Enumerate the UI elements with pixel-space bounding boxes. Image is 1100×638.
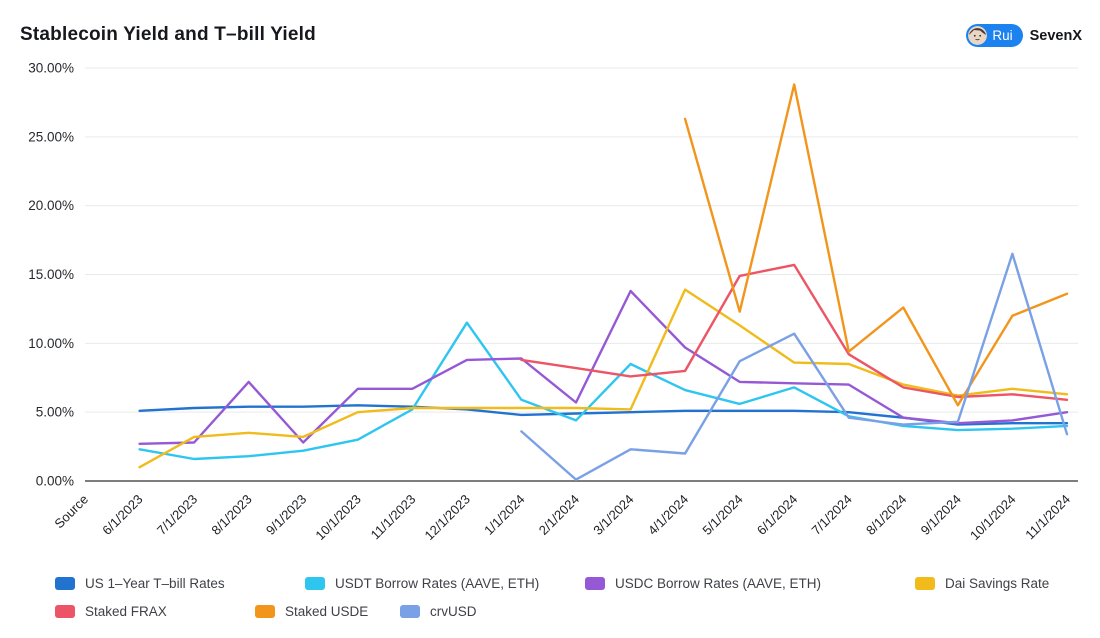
- legend-label-6: crvUSD: [430, 603, 477, 619]
- x-axis-label: 8/1/2023: [208, 492, 254, 538]
- x-axis-label: 9/1/2023: [263, 492, 309, 538]
- line-chart: 30.00% 25.00% 20.00% 15.00% 10.00% 5.00% 0.00%…: [28, 61, 1078, 544]
- x-axis-label: 11/1/2024: [1022, 492, 1073, 543]
- chart-header: Stablecoin Yield and T–bill Yield Rui Se…: [0, 0, 1100, 55]
- legend-swatch-1: [305, 576, 325, 590]
- org-name: SevenX: [1029, 27, 1082, 44]
- x-axis-label: 7/1/2023: [154, 492, 200, 538]
- series-line-5: [683, 83, 1069, 407]
- legend-label-1: USDT Borrow Rates (AAVE, ETH): [335, 575, 540, 591]
- y-axis-label: 10.00%: [28, 336, 74, 351]
- chart-legend: US 1–Year T–bill Rates USDT Borrow Rates …: [55, 569, 1085, 625]
- legend-swatch-0: [55, 576, 75, 590]
- series-line-6: [520, 252, 1069, 481]
- series-line-4: [520, 263, 1069, 401]
- author-block: Rui SevenX: [966, 24, 1082, 47]
- x-axis-label: 8/1/2024: [863, 492, 909, 538]
- x-axis-label: 1/1/2024: [481, 492, 527, 538]
- x-axis-label: 6/1/2024: [754, 492, 800, 538]
- legend-item-4[interactable]: Staked FRAX: [55, 604, 255, 619]
- author-badge[interactable]: Rui: [966, 24, 1023, 47]
- legend-label-2: USDC Borrow Rates (AAVE, ETH): [615, 575, 822, 591]
- legend-label-3: Dai Savings Rate: [945, 575, 1050, 591]
- y-axis-label: 15.00%: [28, 267, 74, 282]
- y-axis-label: 0.00%: [36, 474, 74, 489]
- legend-item-2[interactable]: USDC Borrow Rates (AAVE, ETH): [585, 576, 915, 591]
- legend-swatch-6: [400, 604, 420, 618]
- legend-label-5: Staked USDE: [285, 603, 369, 619]
- x-axis-label: 4/1/2024: [645, 492, 691, 538]
- legend-item-0[interactable]: US 1–Year T–bill Rates: [55, 576, 305, 591]
- legend-item-3[interactable]: Dai Savings Rate: [915, 576, 1085, 591]
- x-axis-label: 3/1/2024: [590, 492, 636, 538]
- y-axis-label: 20.00%: [28, 198, 74, 213]
- legend-swatch-5: [255, 604, 275, 618]
- x-axis-label: 10/1/2024: [967, 492, 1019, 544]
- x-axis-label: 11/1/2023: [368, 492, 419, 543]
- x-axis-label: Source: [51, 492, 91, 532]
- x-axis-label: 5/1/2024: [699, 492, 745, 538]
- legend-swatch-2: [585, 576, 605, 590]
- legend-swatch-4: [55, 604, 75, 618]
- x-axis-label: 12/1/2023: [422, 492, 474, 544]
- y-axis-label: 30.00%: [28, 61, 74, 76]
- legend-row-2: Staked FRAX Staked USDE crvUSD: [55, 597, 1085, 625]
- x-axis-label: 2/1/2024: [536, 492, 582, 538]
- legend-swatch-3: [915, 576, 935, 590]
- legend-item-6[interactable]: crvUSD: [400, 604, 520, 619]
- legend-row-1: US 1–Year T–bill Rates USDT Borrow Rates …: [55, 569, 1085, 597]
- series-line-1: [138, 321, 1069, 461]
- legend-item-5[interactable]: Staked USDE: [255, 604, 400, 619]
- legend-label-0: US 1–Year T–bill Rates: [85, 575, 225, 591]
- y-axis-label: 5.00%: [36, 405, 74, 420]
- x-axis-label: 7/1/2024: [809, 492, 855, 538]
- legend-item-1[interactable]: USDT Borrow Rates (AAVE, ETH): [305, 576, 585, 591]
- x-axis-label: 9/1/2024: [918, 492, 964, 538]
- x-axis-label: 10/1/2023: [312, 492, 364, 544]
- series-line-3: [138, 288, 1069, 469]
- chart-title: Stablecoin Yield and T–bill Yield: [20, 24, 316, 45]
- legend-label-4: Staked FRAX: [85, 603, 167, 619]
- x-axis-label: 6/1/2023: [99, 492, 145, 538]
- author-avatar: [968, 26, 988, 45]
- y-axis-label: 25.00%: [28, 129, 74, 144]
- author-name: Rui: [992, 28, 1013, 43]
- series-line-2: [138, 289, 1069, 445]
